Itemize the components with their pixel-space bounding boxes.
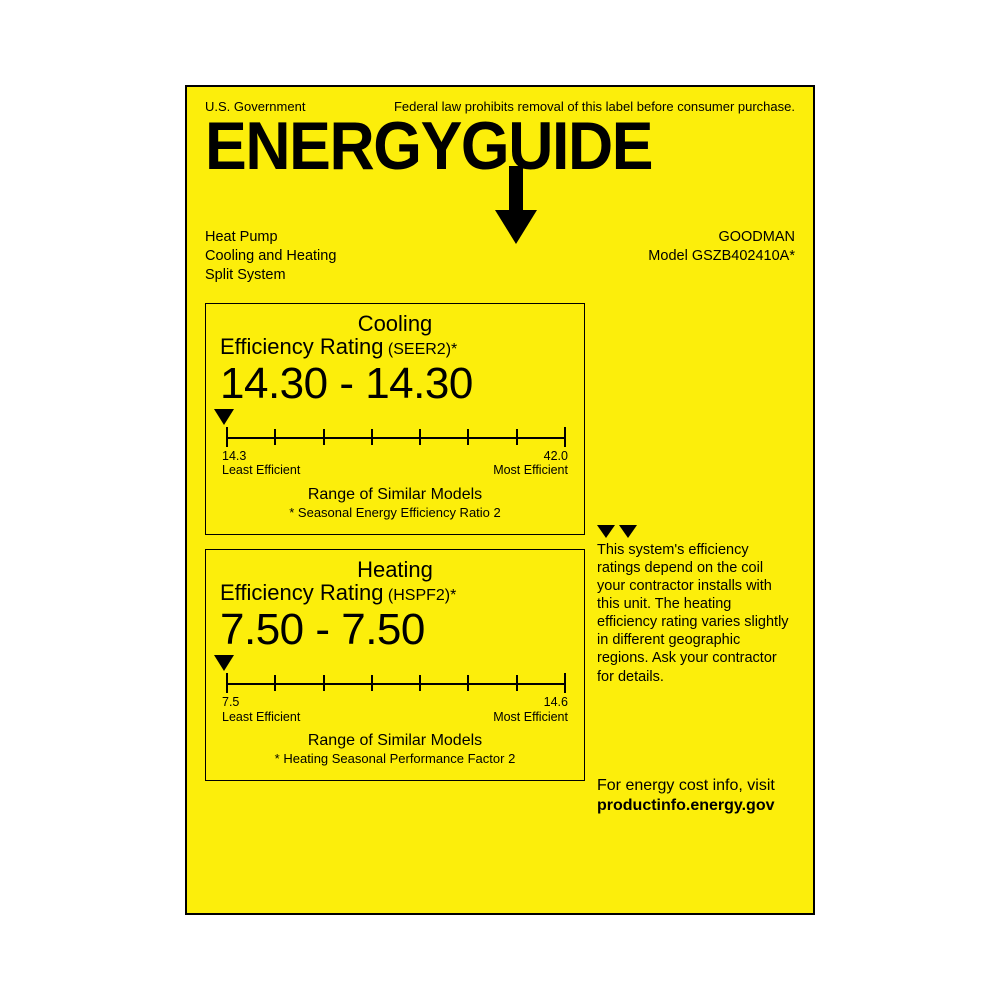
cooling-title: Cooling [220,312,570,335]
cooling-min-value: 14.3 [222,449,300,463]
heating-scale-line [226,683,564,685]
cooling-tick [274,429,276,445]
cooling-scale: 14.3 Least Efficient 42.0 Most Efficient… [220,409,570,520]
heating-max-caption: Most Efficient [493,710,568,724]
heating-tick [467,675,469,691]
side-column: This system's efficiency ratings depend … [593,303,795,816]
cooling-tick [564,427,566,447]
product-type-line3: Split System [205,266,336,285]
cooling-value: 14.30 - 14.30 [220,361,570,407]
heating-range-label: Range of Similar Models [220,732,570,750]
cooling-tick [323,429,325,445]
side-note-block: This system's efficiency ratings depend … [597,523,795,686]
cooling-subtitle: Efficiency Rating [220,334,383,359]
heating-tick [274,675,276,691]
heating-tick [371,675,373,691]
heating-tick [226,673,228,693]
logo: ENERGYGUIDE [205,112,795,184]
heating-rating-box: Heating Efficiency Rating (HSPF2)* 7.50 … [205,549,585,781]
main-area: Cooling Efficiency Rating (SEER2)* 14.30… [205,303,795,816]
heating-scale-axis [226,673,564,693]
logo-text: ENERGYGUIDE [205,112,748,180]
energyguide-label: U.S. Government Federal law prohibits re… [185,85,815,915]
heating-min-caption: Least Efficient [222,710,300,724]
product-id: GOODMAN Model GSZB402410A* [648,228,795,285]
cooling-tick [467,429,469,445]
cooling-scale-axis [226,427,564,447]
cooling-footnote: * Seasonal Energy Efficiency Ratio 2 [220,505,570,520]
heating-subtitle: Efficiency Rating [220,580,383,605]
heating-scale-labels: 7.5 Least Efficient 14.6 Most Efficient [222,695,568,724]
heating-title: Heating [220,558,570,581]
heating-metric: (HSPF2)* [388,587,456,604]
cooling-range-label: Range of Similar Models [220,486,570,504]
cooling-pointer-icon [214,409,234,425]
cooling-scale-line [226,437,564,439]
heating-value: 7.50 - 7.50 [220,607,570,653]
product-type-line2: Cooling and Heating [205,247,336,266]
heating-pointer-icon [214,655,234,671]
footer-line2: productinfo.energy.gov [597,796,795,816]
footer-line1: For energy cost info, visit [597,776,795,796]
heating-scale: 7.5 Least Efficient 14.6 Most Efficient … [220,655,570,766]
model-number: Model GSZB402410A* [648,247,795,266]
cooling-rating-box: Cooling Efficiency Rating (SEER2)* 14.30… [205,303,585,535]
side-note-text: This system's efficiency ratings depend … [597,541,795,686]
cooling-tick [371,429,373,445]
product-type-line1: Heat Pump [205,228,336,247]
brand: GOODMAN [648,228,795,247]
cooling-max-caption: Most Efficient [493,463,568,477]
ratings-column: Cooling Efficiency Rating (SEER2)* 14.30… [205,303,585,816]
heating-tick [419,675,421,691]
cooling-tick [226,427,228,447]
cooling-max-value: 42.0 [493,449,568,463]
cooling-tick [516,429,518,445]
cooling-min-caption: Least Efficient [222,463,300,477]
heating-tick [516,675,518,691]
product-type: Heat Pump Cooling and Heating Split Syst… [205,228,336,285]
heating-max-value: 14.6 [493,695,568,709]
cooling-metric: (SEER2)* [388,341,457,358]
cooling-tick [419,429,421,445]
double-pointer-icon [597,525,637,539]
heating-min-value: 7.5 [222,695,300,709]
cooling-scale-labels: 14.3 Least Efficient 42.0 Most Efficient [222,449,568,478]
heating-footnote: * Heating Seasonal Performance Factor 2 [220,751,570,766]
footer-note: For energy cost info, visit productinfo.… [597,776,795,816]
arrow-down-icon [493,166,539,246]
heating-tick [323,675,325,691]
heating-tick [564,673,566,693]
